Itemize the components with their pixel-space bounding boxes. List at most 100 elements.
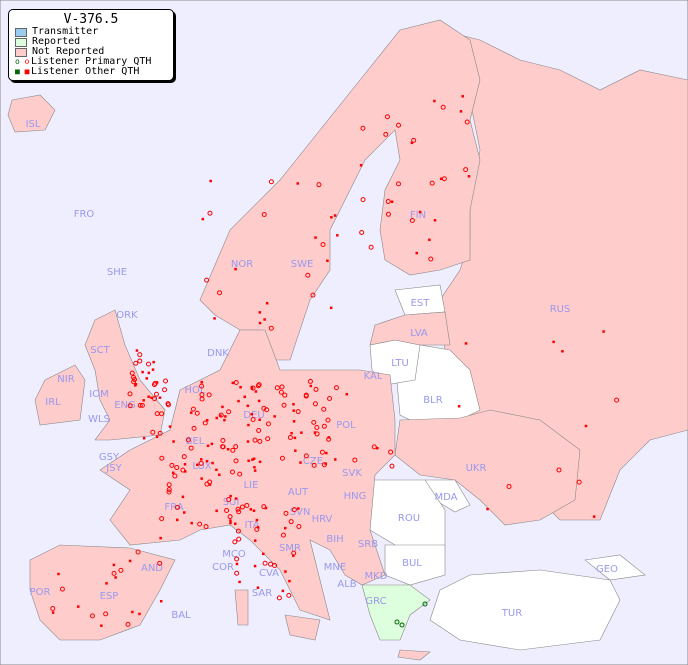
listener-other-qth (234, 267, 237, 271)
listener-primary-qth (282, 392, 288, 398)
legend-title: V-376.5 (63, 12, 119, 27)
country-label-isl: ISL (26, 119, 41, 130)
listener-other-qth (181, 495, 185, 499)
listener-primary-qth (281, 402, 287, 408)
country-grc (361, 584, 431, 641)
listener-other-qth (296, 182, 299, 185)
listener-primary-qth (137, 352, 143, 358)
listener-other-qth (234, 522, 237, 526)
listener-primary-qth (125, 621, 131, 627)
listener-primary-qth (229, 469, 235, 475)
country-label-kal: KAL (364, 371, 383, 382)
listener-other-qth (250, 412, 254, 416)
listener-other-qth (223, 418, 226, 422)
listener-other-qth (292, 403, 295, 406)
listener-primary-qth (129, 370, 135, 376)
listener-other-qth (284, 570, 287, 573)
listener-other-qth (246, 404, 250, 408)
listener-other-qth (333, 214, 337, 217)
listener-other-qth (210, 442, 214, 446)
legend-label: Transmitter (32, 26, 99, 37)
listener-other-qth (208, 483, 212, 486)
listener-other-qth (329, 306, 333, 310)
country-label-cva: CVA (259, 568, 279, 579)
listener-other-qth (288, 579, 291, 583)
listener-primary-qth (197, 521, 203, 527)
listener-other-qth (258, 418, 261, 421)
listener-other-qth (252, 509, 256, 512)
listener-other-qth (100, 624, 103, 627)
country-label-deu: DEU (243, 410, 264, 421)
listener-primary-qth (262, 560, 268, 566)
listener-other-qth (602, 330, 605, 333)
legend-not-reported: Not Reported (9, 47, 173, 57)
listener-primary-qth (360, 125, 366, 131)
listener-other-qth (314, 236, 317, 239)
listener-primary-qth (396, 122, 402, 128)
country-label-hng: HNG (344, 491, 367, 502)
legend-label: Not Reported (32, 46, 105, 57)
listener-primary-qth (172, 473, 178, 479)
listener-primary-qth (185, 437, 191, 443)
listener-primary-qth (429, 180, 435, 186)
listener-other-qth (171, 471, 175, 475)
listener-primary-qth (321, 462, 327, 468)
listener-other-qth (190, 521, 193, 525)
listener-primary-qth (159, 516, 165, 522)
listener-primary-qth (194, 410, 200, 416)
country-label-mkd: MKD (365, 571, 388, 582)
listener-primary-qth (220, 444, 226, 450)
country-label-ork: ORK (116, 310, 138, 321)
country-tur (429, 569, 621, 651)
listener-primary-qth (237, 471, 243, 477)
listener-primary-qth (236, 509, 242, 515)
listener-primary-qth (352, 457, 358, 463)
listener-other-qth (205, 459, 209, 463)
listener-other-qth (253, 564, 257, 568)
country-label-pol: POL (336, 420, 356, 431)
listener-primary-qth (220, 437, 226, 443)
listener-other-qth (336, 234, 339, 237)
listener-primary-qth (291, 507, 297, 513)
listener-primary-qth (311, 419, 317, 425)
listener-other-qth (293, 436, 297, 440)
listener-other-qth (250, 385, 254, 389)
listener-other-qth (151, 368, 155, 371)
listener-other-qth (183, 463, 187, 466)
listener-primary-qth (203, 524, 209, 530)
listener-primary-qth (261, 211, 267, 217)
country-nor-swe-fin (199, 19, 481, 361)
listener-primary-qth (279, 384, 285, 390)
listener-other-qth (226, 447, 230, 451)
listener-other-qth (147, 371, 151, 375)
country-label-aut: AUT (288, 487, 309, 498)
listener-primary-qth (316, 182, 322, 188)
listener-other-qth (300, 431, 303, 434)
country-ita-islands (234, 589, 431, 661)
country-label-bal: BAL (171, 610, 191, 621)
listener-other-qth (172, 440, 175, 443)
listener-primary-qth (326, 436, 332, 442)
listener-primary-qth (202, 420, 208, 426)
listener-primary-qth (127, 391, 133, 397)
listener-primary-qth (226, 409, 232, 415)
country-label-fra: FRA (164, 502, 183, 513)
country-label-mco: MCO (222, 549, 246, 560)
listener-other-qth (215, 416, 218, 420)
listener-primary-qth (395, 181, 401, 187)
listener-primary-qth (265, 421, 271, 427)
listener-other-qth (264, 506, 268, 510)
country-label-rus: RUS (550, 304, 571, 315)
listener-primary-qth (283, 510, 289, 516)
listener-primary-qth (233, 458, 239, 464)
legend-label: Listener Other QTH (31, 66, 140, 77)
country-label-smr: SMR (279, 543, 301, 554)
country-central-europe (99, 329, 396, 621)
listener-primary-qth (217, 290, 223, 296)
country-esp-por (29, 544, 176, 641)
listener-other-qth (229, 494, 232, 498)
listener-primary-qth (256, 427, 262, 433)
country-label-and: AND (141, 563, 163, 574)
listener-primary-qth (440, 104, 446, 110)
